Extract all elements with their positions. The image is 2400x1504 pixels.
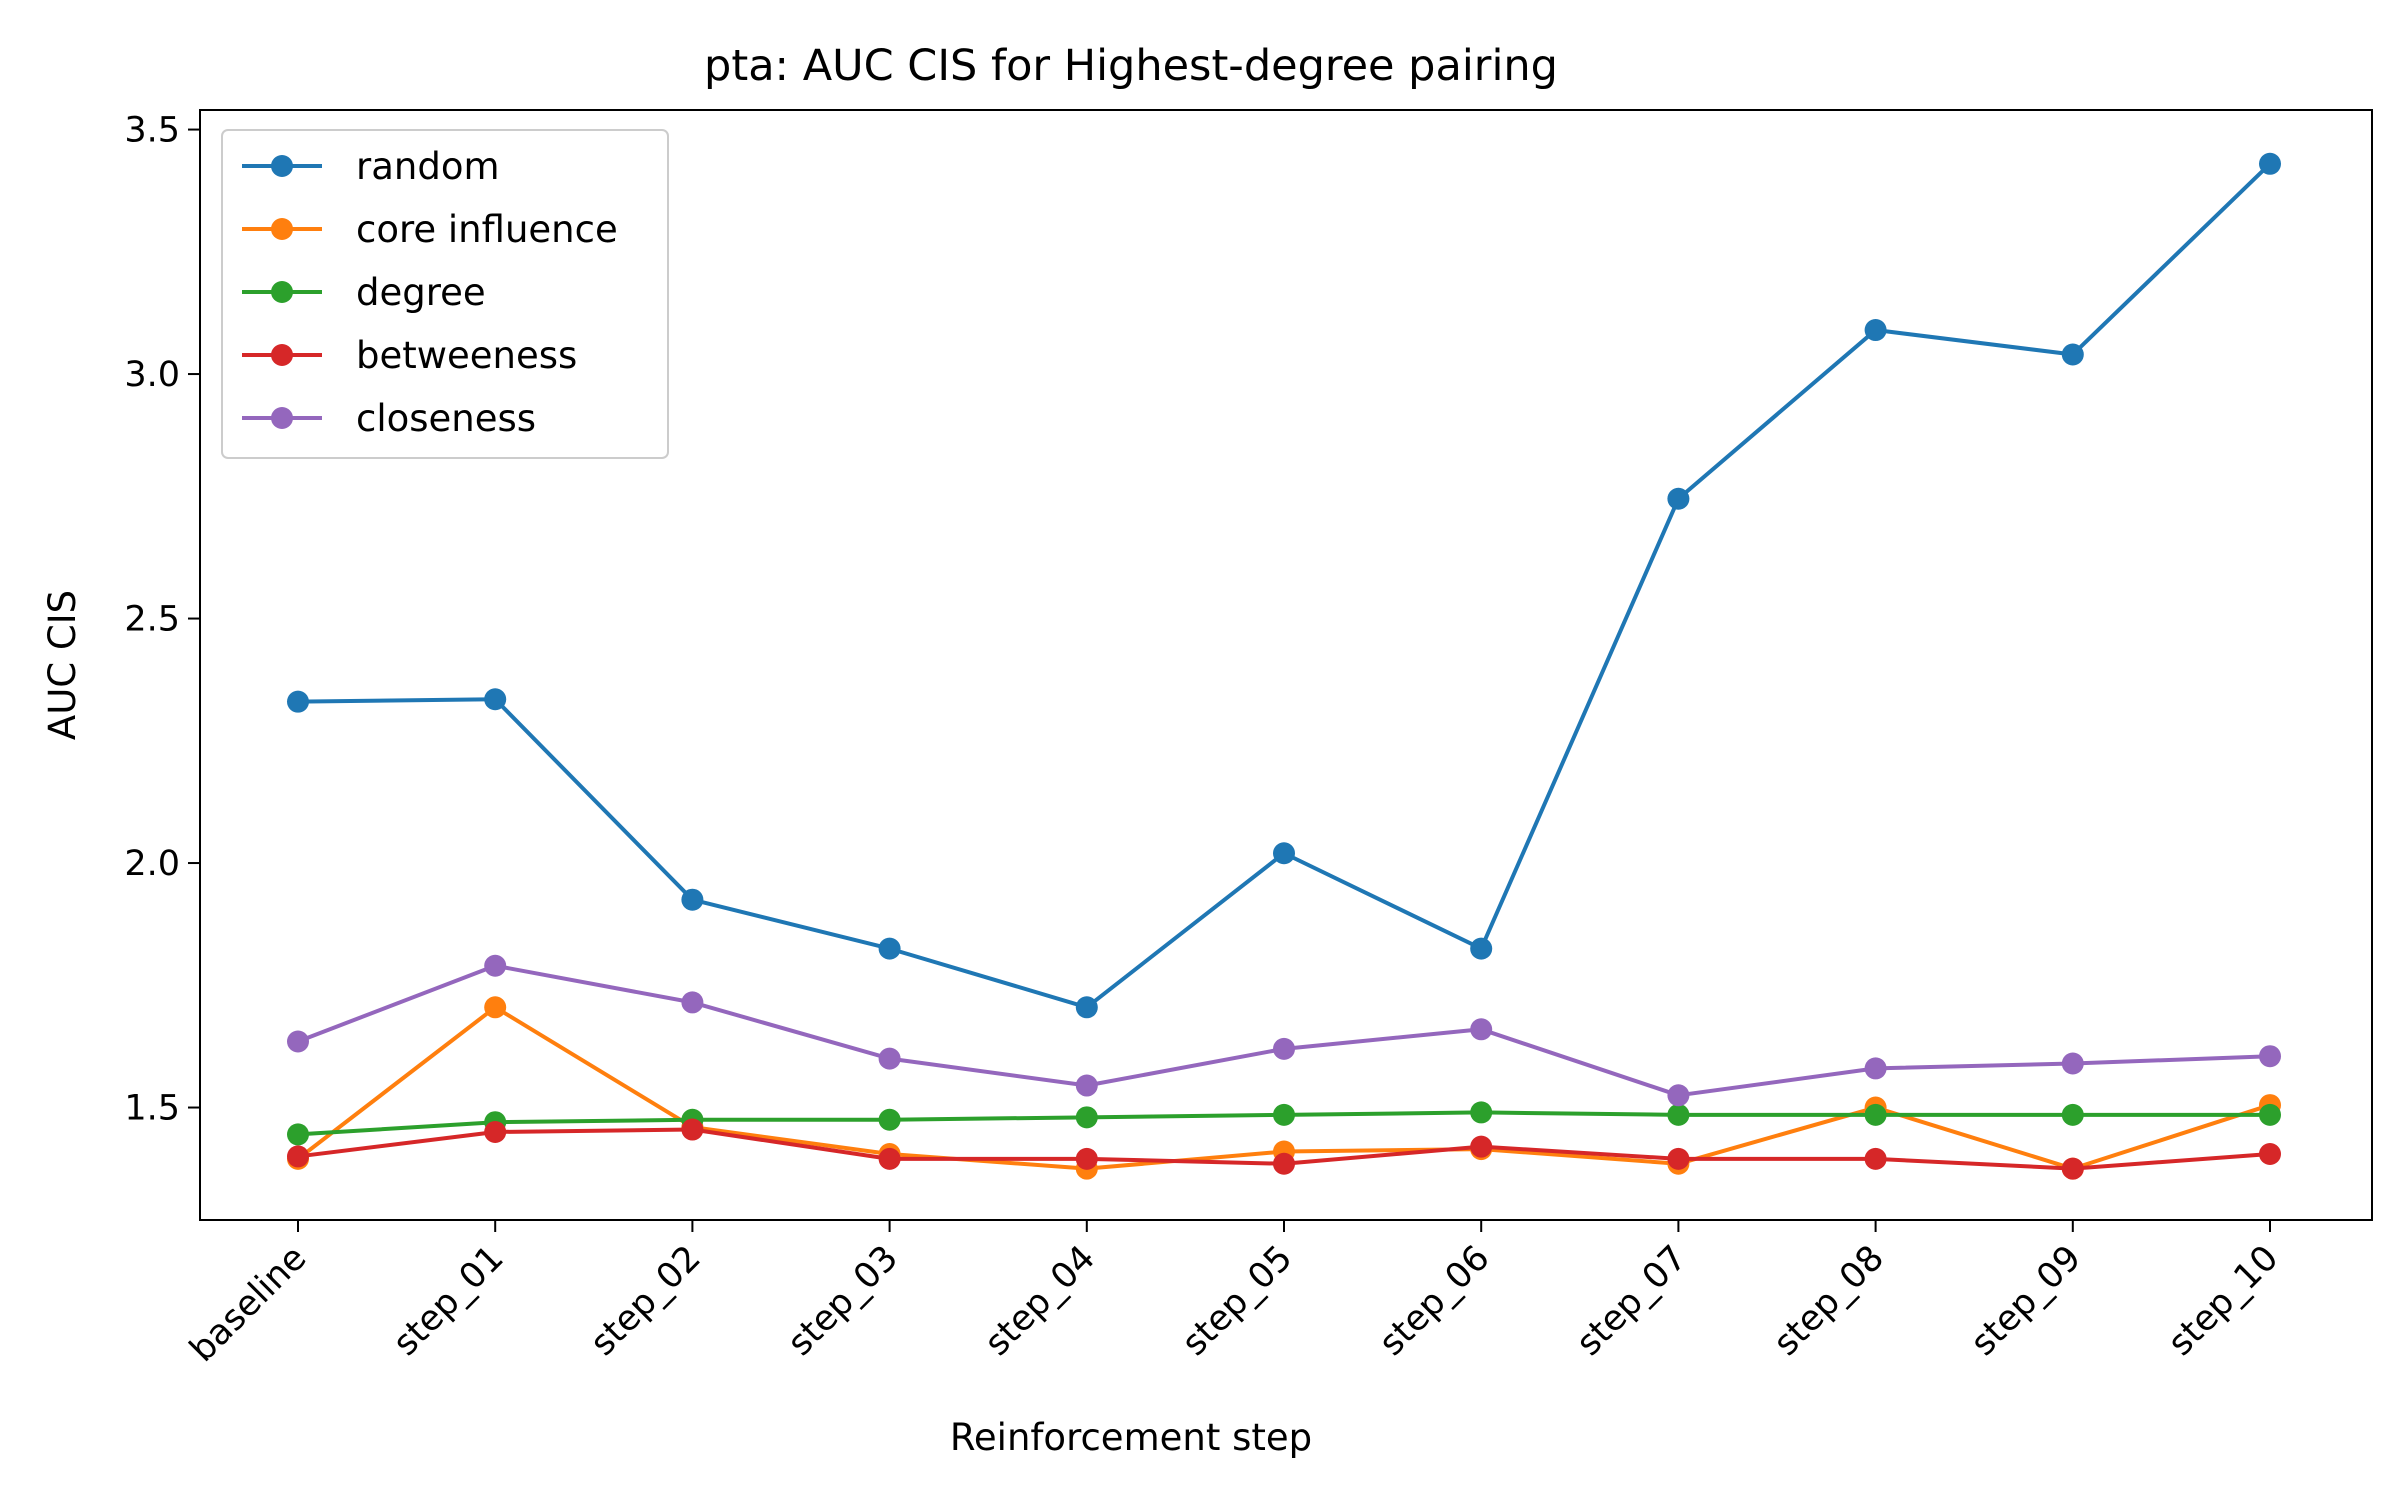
data-point-closeness [878, 1047, 901, 1070]
data-point-random [2259, 152, 2281, 175]
data-point-random [1075, 996, 1098, 1019]
data-point-random [1470, 937, 1493, 960]
data-point-betweeness [1667, 1147, 1690, 1170]
legend: random core influence degree betweeness clos… [221, 129, 669, 459]
data-point-degree [2259, 1103, 2281, 1126]
data-point-random [878, 937, 901, 960]
data-point-degree [1864, 1103, 1887, 1126]
legend-label: closeness [356, 397, 536, 440]
data-point-degree [287, 1123, 309, 1146]
data-point-closeness [2259, 1045, 2281, 1068]
legend-label: core influence [356, 208, 618, 251]
legend-marker [271, 155, 293, 177]
data-point-betweeness [2061, 1157, 2084, 1180]
data-point-degree [2061, 1103, 2084, 1126]
data-point-betweeness [681, 1118, 704, 1141]
data-point-random [1864, 319, 1887, 342]
legend-box [221, 129, 669, 459]
data-point-closeness [1667, 1084, 1690, 1107]
legend-label: betweeness [356, 334, 577, 377]
data-point-closeness [1075, 1074, 1098, 1097]
data-point-closeness [1864, 1057, 1887, 1080]
data-point-degree [878, 1108, 901, 1131]
data-point-random [2061, 343, 2084, 366]
data-point-closeness [484, 954, 507, 977]
plot-frame [199, 109, 2373, 1221]
legend-label: degree [356, 271, 486, 314]
data-point-closeness [287, 1030, 309, 1053]
data-point-closeness [1470, 1018, 1493, 1041]
data-point-betweeness [878, 1147, 901, 1170]
data-point-closeness [681, 991, 704, 1014]
y-tick-label: 2.5 [124, 600, 180, 640]
data-point-betweeness [2259, 1142, 2281, 1165]
y-tick-label: 3.0 [124, 355, 180, 395]
plot-area [287, 152, 2281, 1180]
legend-marker [271, 407, 293, 429]
y-tick-label: 3.5 [124, 111, 180, 151]
data-point-random [484, 688, 507, 711]
y-tick-label: 1.5 [124, 1089, 180, 1129]
data-point-betweeness [1864, 1147, 1887, 1170]
data-point-betweeness [287, 1145, 309, 1168]
data-point-random [1667, 487, 1690, 510]
y-tick-label: 2.0 [124, 844, 180, 884]
data-point-core-influence [484, 996, 507, 1019]
legend-marker [271, 344, 293, 366]
legend-label: random [356, 145, 500, 188]
data-point-random [681, 888, 704, 911]
legend-marker [271, 218, 293, 240]
data-point-degree [1273, 1103, 1295, 1126]
data-point-closeness [2061, 1052, 2084, 1075]
data-point-degree [1667, 1103, 1690, 1126]
legend-marker [271, 281, 293, 303]
data-point-betweeness [1075, 1147, 1098, 1170]
data-point-random [287, 690, 309, 713]
data-point-random [1273, 842, 1295, 865]
data-point-betweeness [1273, 1152, 1295, 1175]
data-point-closeness [1273, 1037, 1295, 1060]
data-point-degree [1075, 1106, 1098, 1129]
chart-title: pta: AUC CIS for Highest-degree pairing [704, 41, 1558, 91]
data-point-betweeness [484, 1120, 507, 1143]
y-axis-label: AUC CIS [41, 590, 84, 740]
data-point-degree [1470, 1101, 1493, 1124]
x-axis-label: Reinforcement step [950, 1416, 1312, 1459]
data-point-betweeness [1470, 1135, 1493, 1158]
